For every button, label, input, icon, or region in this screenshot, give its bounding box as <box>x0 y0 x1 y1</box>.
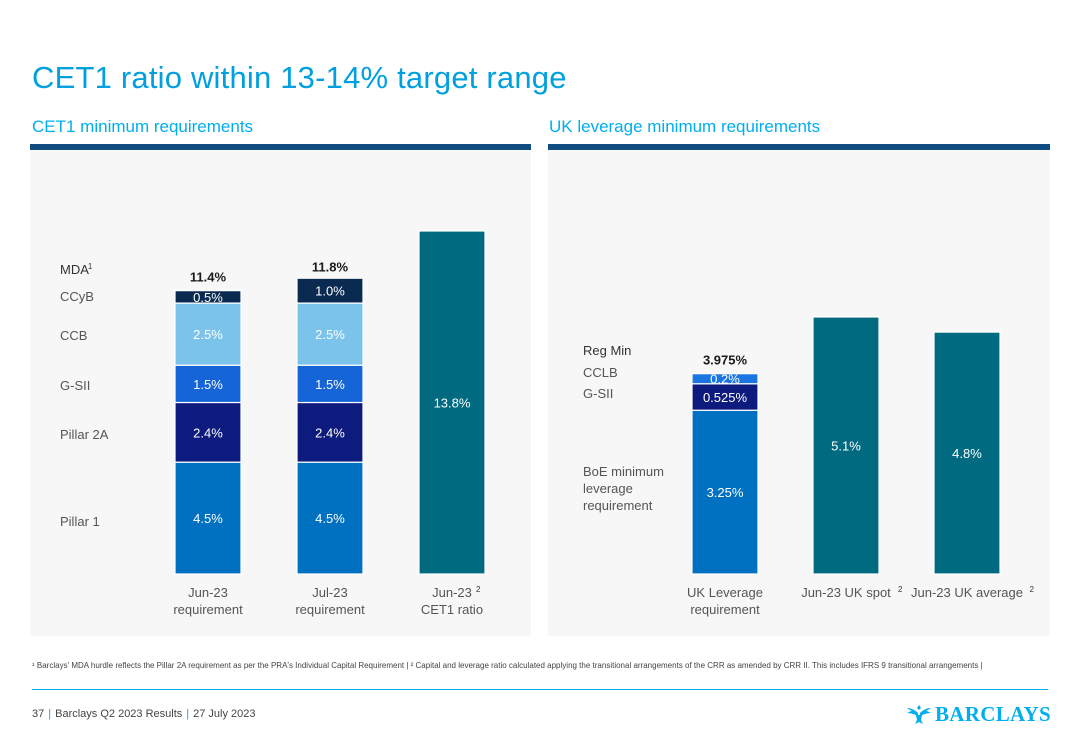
category-label: Jun-23 UK spot <box>801 585 891 600</box>
bar-segment <box>418 230 486 575</box>
bar-value-label: 4.5% <box>315 511 345 526</box>
bar-value-label: 1.5% <box>315 377 345 392</box>
bar-value-label: 2.4% <box>193 425 223 440</box>
page-number: 37 <box>32 708 45 720</box>
logo-wordmark: BARCLAYS <box>935 701 1051 726</box>
leverage-chart-subtitle: UK leverage minimum requirements <box>549 117 821 136</box>
legend-label: Pillar 2A <box>60 427 109 442</box>
bar-segment <box>933 331 1001 575</box>
footer-rule <box>32 689 1048 690</box>
category-label: Jun-23 CET1 ratio <box>421 585 483 617</box>
cet1-chart-subtitle: CET1 minimum requirements <box>32 117 254 136</box>
bar-value-label: 2.5% <box>315 327 345 342</box>
footer-separator: | <box>186 708 190 720</box>
bar-segment <box>296 277 364 304</box>
bar-segment <box>174 290 242 304</box>
bar-segment <box>812 316 880 575</box>
bar-segment <box>296 461 364 575</box>
category-note: 2 <box>1030 585 1035 594</box>
legend-superscript: 1 <box>88 262 93 271</box>
footer: 37 | Barclays Q2 2023 Results | 27 July 2023 <box>32 708 256 720</box>
legend-label: G-SII <box>583 386 613 401</box>
legend-label: BoE minimum leverage requirement <box>583 464 664 513</box>
legend-label: CCB <box>60 328 87 343</box>
bar-value-label: 4.8% <box>952 446 982 461</box>
bar-value-label: 4.5% <box>193 511 223 526</box>
bar-segment <box>691 373 759 385</box>
bar-value-label: 2.4% <box>315 425 345 440</box>
category-label: Jun-23 UK average <box>911 585 1023 600</box>
category-label: Jun-23 requirement <box>173 585 243 617</box>
category-note: 2 <box>898 585 903 594</box>
bar-segment <box>296 401 364 463</box>
leverage-header-rule <box>548 144 1050 150</box>
bar-segment <box>174 302 242 366</box>
legend-label: G-SII <box>60 378 90 393</box>
bar-value-label: 0.5% <box>193 290 223 305</box>
bar-total-label: 3.975% <box>703 353 748 368</box>
legend-label: Reg Min <box>583 343 631 358</box>
bar-total-label: 11.8% <box>312 260 349 275</box>
bar-segment <box>296 302 364 366</box>
bar-segment <box>691 383 759 411</box>
category-label: UK Leverage requirement <box>687 585 763 617</box>
bar-segment <box>691 409 759 575</box>
footer-deck-title: Barclays Q2 2023 Results <box>55 708 183 720</box>
footer-separator: | <box>48 708 52 720</box>
bar-segment <box>174 401 242 463</box>
category-note: 2 <box>476 585 481 594</box>
eagle-icon <box>907 705 931 724</box>
bar-value-label: 1.0% <box>315 284 345 299</box>
page-title: CET1 ratio within 13-14% target range <box>32 60 567 95</box>
bar-value-label: 1.5% <box>193 377 223 392</box>
bar-value-label: 0.2% <box>710 372 740 387</box>
footnote: ¹ Barclays' MDA hurdle reflects the Pill… <box>32 661 983 670</box>
barclays-logo: BARCLAYS <box>906 700 1056 728</box>
bar-value-label: 3.25% <box>707 485 744 500</box>
legend-label: MDA <box>60 262 89 277</box>
bar-value-label: 2.5% <box>193 327 223 342</box>
legend-label: CCLB <box>583 365 618 380</box>
bar-total-label: 11.4% <box>190 270 227 285</box>
bar-value-label: 13.8% <box>434 396 471 411</box>
bar-segment <box>174 461 242 575</box>
category-label: Jul-23 requirement <box>295 585 365 617</box>
footer-date: 27 July 2023 <box>193 708 256 720</box>
legend-label: Pillar 1 <box>60 514 100 529</box>
bar-value-label: 0.525% <box>703 390 748 405</box>
cet1-header-rule <box>30 144 531 150</box>
bar-segment <box>174 364 242 404</box>
legend-label: CCyB <box>60 289 94 304</box>
bar-value-label: 5.1% <box>831 439 861 454</box>
